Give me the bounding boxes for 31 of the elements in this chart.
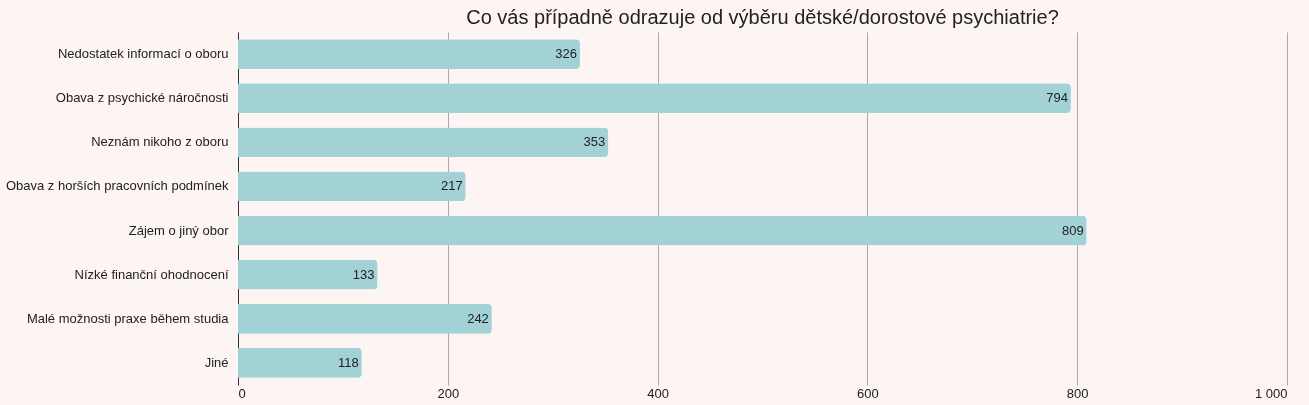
chart-title: Co vás případně odrazuje od výběru dětské/dorostové psychiatrie?: [466, 6, 1059, 28]
data-label: 217: [440, 178, 463, 194]
x-tick-label: 400: [647, 385, 669, 401]
bar: [238, 171, 466, 202]
x-tick-label: 0: [238, 385, 246, 401]
y-tick-label: Obava z horších pracovních podmínek: [5, 178, 229, 194]
x-tick-label: 600: [857, 385, 879, 401]
x-tick-label: 200: [437, 385, 460, 401]
bar: [238, 348, 362, 378]
bar: [238, 83, 1071, 114]
y-tick-label: Neznám nikoho z oboru: [91, 134, 229, 150]
y-tick-label: Obava z psychické náročnosti: [55, 90, 229, 106]
data-label: 794: [1046, 90, 1068, 106]
y-tick-label: Zájem o jiný obor: [128, 222, 230, 238]
bar: [238, 303, 492, 334]
x-tick-label: 1 000: [1254, 385, 1288, 401]
bar: [238, 215, 1087, 246]
y-tick-label: Malé možnosti praxe během studia: [26, 310, 230, 326]
data-label: 118: [338, 354, 359, 370]
bar: [238, 39, 580, 69]
data-label: 242: [467, 310, 489, 326]
x-tick-label: 800: [1066, 385, 1089, 401]
data-label: 326: [555, 46, 577, 62]
data-label: 809: [1061, 222, 1084, 238]
y-tick-label: Nedostatek informací o oboru: [57, 46, 229, 62]
bar: [238, 127, 609, 158]
bar: [238, 259, 378, 290]
y-tick-label: Nízké finanční ohodnocení: [74, 266, 229, 282]
y-tick-label: Jiné: [204, 354, 229, 370]
data-label: 133: [352, 266, 375, 282]
data-label: 353: [583, 134, 606, 150]
